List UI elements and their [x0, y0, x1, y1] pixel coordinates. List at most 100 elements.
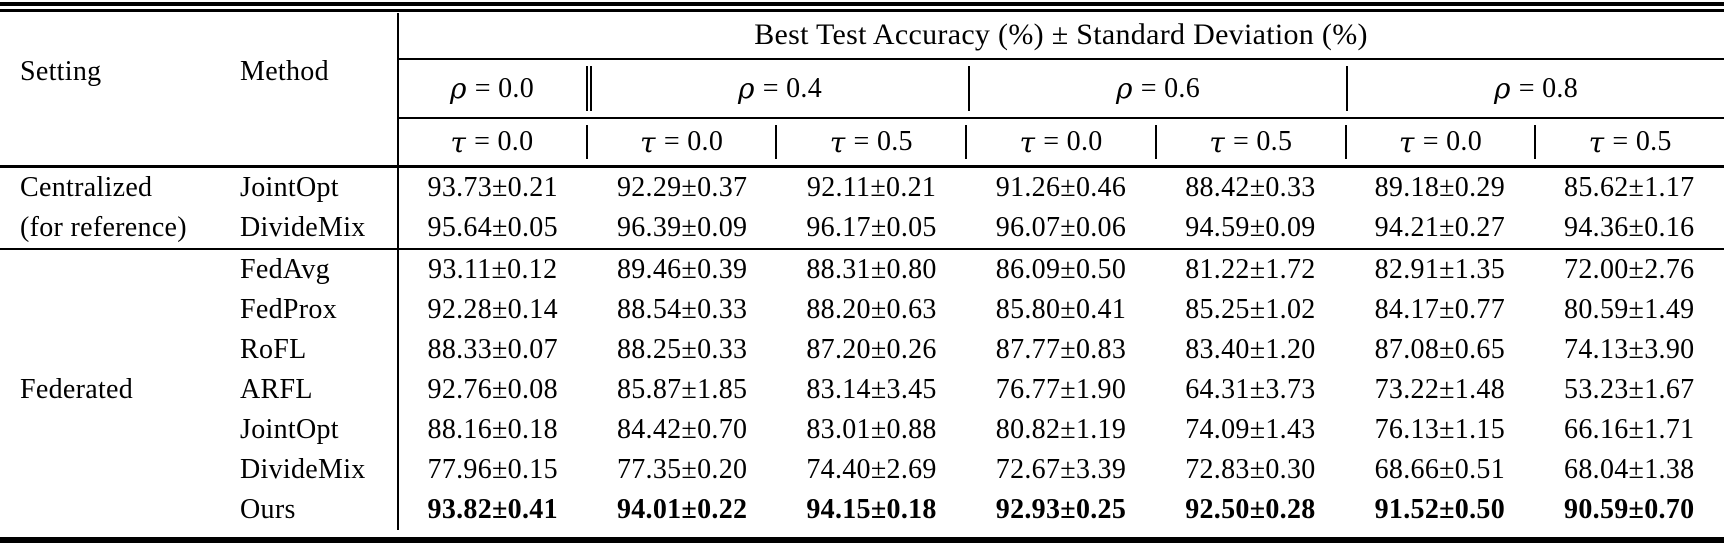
value-cell: 77.96±0.15 [427, 454, 558, 485]
rho-value: = 0.4 [762, 72, 823, 104]
tau-col-0: τ = 0.0 [398, 119, 586, 165]
value-cell: 92.11±0.21 [806, 172, 937, 203]
value-cell: 87.20±0.26 [806, 334, 937, 365]
tau-col-4: τ = 0.5 [1157, 119, 1345, 165]
rho-value: = 0.8 [1518, 72, 1579, 104]
value-cell: 92.29±0.37 [616, 172, 748, 203]
value-cell: 80.59±1.49 [1564, 294, 1695, 325]
method-label: FedAvg [240, 254, 330, 285]
value-cell: 64.31±3.73 [1185, 374, 1316, 405]
rho-value: = 0.0 [474, 72, 535, 104]
tau-header-row: τ = 0.0 τ = 0.0 τ = 0.5 τ = 0.0 [398, 119, 1724, 165]
column-separator-double [586, 66, 592, 111]
method-column-header: Method [240, 12, 398, 165]
value-cell: 72.00±2.76 [1564, 254, 1695, 285]
value-cell: 66.16±1.71 [1564, 414, 1695, 445]
value-cell: 94.21±0.27 [1374, 212, 1505, 243]
table-header: Setting Method Best Test Accuracy (%) ± … [0, 12, 1724, 165]
value-cell: 88.25±0.33 [616, 334, 748, 365]
rho-symbol: ρ [449, 72, 467, 105]
setting-cell: Centralized (for reference) [0, 168, 240, 248]
tau-col-2: τ = 0.5 [777, 119, 965, 165]
setting-cell: Federated [0, 250, 240, 530]
method-data-divider [397, 13, 399, 530]
column-separator [965, 125, 968, 159]
value-cell: 92.76±0.08 [427, 374, 558, 405]
rho-symbol: ρ [1493, 72, 1511, 105]
value-cell: 88.16±0.18 [427, 414, 558, 445]
group-rows: JointOpt 93.73±0.21 92.29±0.37 92.11±0.2… [240, 168, 1724, 248]
value-cell: 85.25±1.02 [1185, 294, 1316, 325]
rho-group-0: ρ = 0.0 [398, 60, 586, 117]
method-label: RoFL [240, 334, 307, 365]
rho-symbol: ρ [737, 72, 755, 105]
value-cell: 94.36±0.16 [1564, 212, 1695, 243]
value-cell: 88.20±0.63 [806, 294, 937, 325]
group-centralized: Centralized (for reference) JointOpt 93.… [0, 168, 1724, 248]
value-cell: 73.22±1.48 [1374, 374, 1505, 405]
table-row: FedProx 92.28±0.14 88.54±0.33 88.20±0.63… [240, 290, 1724, 330]
value-cell: 96.39±0.09 [616, 212, 748, 243]
method-header-label: Method [240, 55, 329, 87]
value-cell: 94.15±0.18 [806, 494, 937, 525]
tau-symbol: τ [1209, 125, 1225, 159]
value-cell: 94.01±0.22 [616, 494, 748, 525]
tau-symbol: τ [1588, 125, 1605, 159]
column-separator [1344, 125, 1347, 159]
value-cell: 83.01±0.88 [806, 414, 937, 445]
rho-group-2: ρ = 0.6 [970, 60, 1346, 117]
rho-value: = 0.6 [1140, 72, 1201, 104]
value-cell: 88.42±0.33 [1185, 172, 1316, 203]
value-cell: 82.91±1.35 [1374, 254, 1505, 285]
value-cell: 84.42±0.70 [616, 414, 748, 445]
value-cell: 72.67±3.39 [995, 454, 1127, 485]
value-cell: 74.40±2.69 [806, 454, 937, 485]
tau-col-5: τ = 0.0 [1347, 119, 1535, 165]
column-separator [1346, 66, 1348, 111]
value-cell: 88.33±0.07 [427, 334, 558, 365]
value-cell: 91.26±0.46 [995, 172, 1127, 203]
table-row: JointOpt 93.73±0.21 92.29±0.37 92.11±0.2… [240, 168, 1724, 208]
tau-value: = 0.0 [1422, 126, 1482, 157]
value-cell: 85.80±0.41 [995, 294, 1127, 325]
rho-group-1: ρ = 0.4 [592, 60, 968, 117]
table-row: DivideMix 77.96±0.15 77.35±0.20 74.40±2.… [240, 450, 1724, 490]
value-cell: 87.08±0.65 [1374, 334, 1505, 365]
setting-line: Federated [20, 374, 134, 405]
setting-header-label: Setting [20, 55, 102, 87]
method-label: ARFL [240, 374, 313, 405]
tau-value: = 0.0 [663, 126, 724, 157]
value-cell: 92.28±0.14 [427, 294, 558, 325]
value-cell: 85.87±1.85 [616, 374, 748, 405]
table-row: JointOpt 88.16±0.18 84.42±0.70 83.01±0.8… [240, 410, 1724, 450]
setting-column-header: Setting [0, 12, 240, 165]
rho-header-row: ρ = 0.0 ρ = 0.4 ρ = 0.6 ρ = 0.8 [398, 60, 1724, 117]
value-cell: 76.13±1.15 [1374, 414, 1505, 445]
method-label: Ours [240, 494, 296, 525]
value-cell: 89.18±0.29 [1374, 172, 1505, 203]
value-cell: 83.40±1.20 [1185, 334, 1316, 365]
tau-symbol: τ [829, 125, 846, 159]
tau-symbol: τ [450, 125, 467, 159]
value-cell: 68.04±1.38 [1564, 454, 1695, 485]
value-cell: 92.50±0.28 [1185, 494, 1316, 525]
tau-col-3: τ = 0.0 [967, 119, 1155, 165]
value-cell: 87.77±0.83 [995, 334, 1127, 365]
tau-value: = 0.5 [1612, 126, 1672, 157]
tau-symbol: τ [1398, 125, 1415, 159]
value-cell: 96.17±0.05 [806, 212, 937, 243]
header-body-divider [0, 165, 1724, 168]
rho-group-3: ρ = 0.8 [1348, 60, 1724, 117]
tau-col-6: τ = 0.5 [1536, 119, 1724, 165]
table-row: DivideMix 95.64±0.05 96.39±0.09 96.17±0.… [240, 208, 1724, 248]
value-cell: 88.31±0.80 [806, 254, 937, 285]
setting-line: Centralized [20, 172, 153, 203]
accuracy-title: Best Test Accuracy (%) ± Standard Deviat… [754, 18, 1368, 51]
accuracy-title-row: Best Test Accuracy (%) ± Standard Deviat… [398, 12, 1724, 58]
column-separator [968, 66, 970, 111]
value-cell: 68.66±0.51 [1374, 454, 1505, 485]
bottom-rule [0, 537, 1724, 543]
method-label: JointOpt [240, 414, 339, 445]
data-columns-header: Best Test Accuracy (%) ± Standard Deviat… [398, 12, 1724, 165]
value-cell: 94.59±0.09 [1185, 212, 1316, 243]
